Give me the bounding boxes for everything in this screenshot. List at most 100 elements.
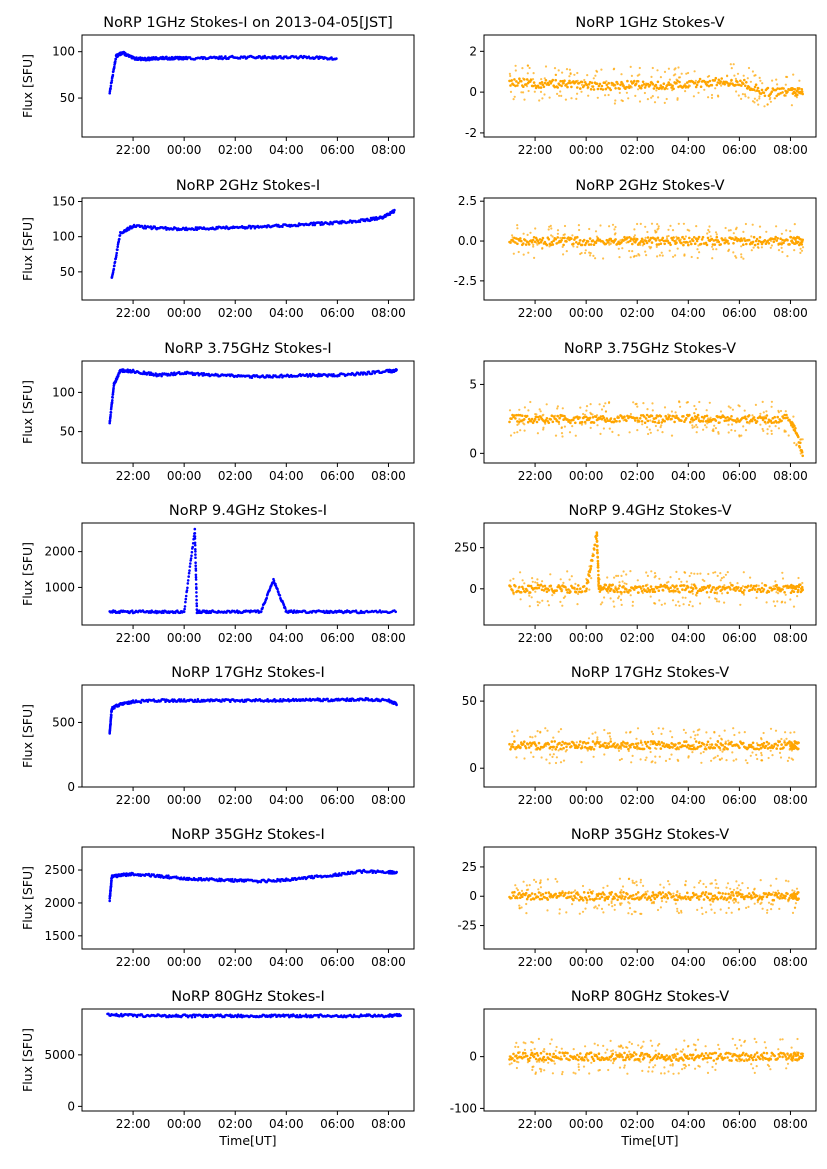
data-point bbox=[636, 405, 639, 408]
data-point bbox=[757, 242, 760, 245]
data-point bbox=[573, 745, 576, 748]
data-point bbox=[641, 591, 645, 595]
data-point bbox=[753, 588, 757, 591]
data-point bbox=[756, 757, 759, 761]
data-point bbox=[714, 427, 718, 430]
data-point bbox=[666, 743, 669, 747]
data-point bbox=[662, 589, 665, 592]
data-point bbox=[750, 419, 754, 423]
data-point bbox=[588, 416, 592, 420]
data-point bbox=[591, 239, 595, 242]
data-point bbox=[687, 84, 691, 87]
data-point bbox=[594, 74, 597, 77]
data-point bbox=[793, 424, 796, 428]
data-series bbox=[508, 531, 804, 608]
data-point bbox=[667, 587, 670, 591]
data-point bbox=[194, 550, 197, 553]
x-tick-label: 08:00 bbox=[773, 631, 808, 645]
data-point bbox=[184, 594, 188, 598]
data-point bbox=[736, 80, 739, 84]
data-point bbox=[672, 255, 675, 258]
data-point bbox=[195, 228, 199, 231]
data-point bbox=[765, 740, 769, 744]
data-point bbox=[710, 237, 714, 241]
data-point bbox=[694, 79, 698, 82]
data-point bbox=[641, 423, 644, 426]
data-point bbox=[722, 576, 725, 579]
data-point bbox=[664, 86, 667, 90]
data-point bbox=[596, 548, 599, 552]
data-point bbox=[761, 427, 764, 431]
data-point bbox=[799, 452, 802, 455]
data-point bbox=[800, 88, 804, 91]
data-point bbox=[658, 743, 662, 746]
data-point bbox=[620, 747, 623, 750]
data-point bbox=[719, 758, 722, 761]
data-point bbox=[536, 578, 539, 581]
data-point bbox=[691, 424, 694, 427]
data-point bbox=[779, 589, 782, 592]
data-point bbox=[725, 238, 728, 241]
data-point bbox=[701, 578, 704, 581]
data-point bbox=[655, 89, 658, 92]
data-point bbox=[565, 83, 568, 86]
data-point bbox=[626, 414, 629, 418]
data-point bbox=[534, 748, 537, 751]
data-point bbox=[163, 698, 166, 701]
data-point bbox=[614, 232, 617, 235]
data-point bbox=[542, 413, 545, 416]
data-point bbox=[693, 737, 696, 740]
data-point bbox=[607, 585, 611, 589]
data-point bbox=[578, 228, 581, 232]
plot-frame bbox=[81, 197, 415, 301]
data-point bbox=[588, 227, 591, 231]
data-point bbox=[691, 592, 694, 595]
data-point bbox=[744, 222, 748, 226]
data-point bbox=[776, 83, 779, 86]
data-point bbox=[723, 748, 726, 751]
data-point bbox=[798, 237, 801, 240]
data-point bbox=[193, 537, 197, 540]
data-point bbox=[589, 254, 592, 257]
data-point bbox=[742, 593, 746, 596]
data-point bbox=[781, 588, 784, 591]
data-point bbox=[678, 591, 681, 594]
data-point bbox=[797, 588, 800, 592]
data-point bbox=[720, 77, 723, 80]
data-point bbox=[726, 747, 729, 751]
data-point bbox=[684, 744, 687, 748]
data-point bbox=[734, 77, 738, 80]
data-point bbox=[602, 416, 606, 420]
data-point bbox=[777, 249, 781, 252]
data-point bbox=[630, 86, 633, 89]
data-point bbox=[786, 90, 789, 93]
data-point bbox=[755, 596, 758, 600]
data-point bbox=[761, 759, 764, 762]
data-point bbox=[618, 91, 621, 94]
data-point bbox=[516, 423, 519, 426]
data-point bbox=[726, 81, 729, 85]
data-point bbox=[658, 577, 661, 580]
data-point bbox=[716, 94, 720, 97]
data-point bbox=[676, 97, 679, 100]
data-point bbox=[617, 574, 620, 578]
data-point bbox=[727, 739, 730, 742]
data-point bbox=[682, 603, 685, 606]
data-point bbox=[742, 230, 745, 233]
data-point bbox=[742, 741, 745, 745]
data-point bbox=[511, 743, 514, 746]
data-point bbox=[529, 420, 533, 423]
data-point bbox=[644, 250, 647, 253]
data-point bbox=[699, 242, 703, 246]
data-point bbox=[512, 240, 515, 243]
data-point bbox=[718, 734, 721, 738]
data-point bbox=[524, 243, 528, 246]
x-tick-label: 06:00 bbox=[320, 631, 355, 645]
data-point bbox=[592, 748, 596, 751]
data-point bbox=[747, 414, 751, 417]
data-point bbox=[764, 745, 767, 748]
data-point bbox=[558, 94, 561, 97]
data-point bbox=[172, 373, 175, 377]
data-point bbox=[634, 403, 637, 406]
